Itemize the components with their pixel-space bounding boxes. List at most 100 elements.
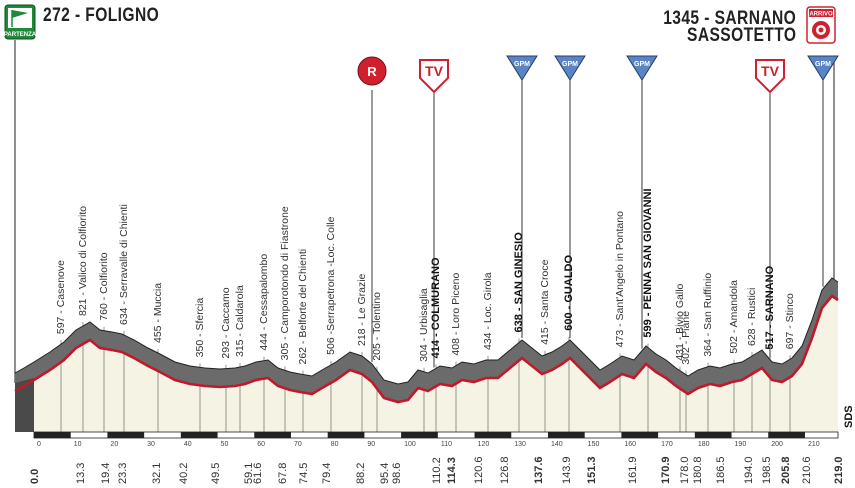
scale-segment xyxy=(547,432,585,438)
scale-segment xyxy=(254,432,291,438)
svg-text:TV: TV xyxy=(761,63,780,79)
waypoint-label: 444 - Cessapalombo xyxy=(258,254,270,351)
distance-label: 198.5 xyxy=(761,456,773,484)
distance-label: 40.2 xyxy=(178,463,190,484)
svg-text:GPM: GPM xyxy=(514,61,530,68)
waypoint-label: 502 - Amandola xyxy=(728,280,740,354)
waypoint-label: 760 - Colfiorito xyxy=(98,252,110,320)
scale-label: 190 xyxy=(735,441,747,448)
scale-label: 60 xyxy=(257,441,265,448)
waypoint-label: 697 - Stinco xyxy=(784,293,796,349)
waypoint-label: 434 - Loc. Girola xyxy=(482,272,494,350)
scale-label: 110 xyxy=(441,441,452,448)
waypoint-label: 350 - Sfercia xyxy=(194,298,206,358)
scale-label: 140 xyxy=(551,441,563,448)
distance-label: 210.6 xyxy=(801,456,813,484)
start-badge-text: PARTENZA xyxy=(4,32,37,38)
scale-label: 160 xyxy=(624,441,636,448)
scale-segment xyxy=(474,432,512,438)
svg-text:TV: TV xyxy=(425,63,444,79)
target-icon xyxy=(812,21,830,39)
distance-label: 23.3 xyxy=(117,463,129,484)
refreshment-icon: R xyxy=(357,56,387,362)
scale-segment xyxy=(180,432,218,438)
scale-label: 20 xyxy=(110,441,118,448)
gpm-icon: GPM xyxy=(554,55,586,338)
distance-label: 67.8 xyxy=(277,463,289,484)
distance-label: 88.2 xyxy=(355,463,367,484)
waypoint-label: 304 - Urbisaglia xyxy=(418,288,430,362)
distance-label: 205.8 xyxy=(780,456,792,484)
waypoint-label: 431 - Bivio Gallo xyxy=(674,283,686,360)
scale-label: 90 xyxy=(367,441,375,448)
waypoint-label: 600 - GUALDO xyxy=(563,255,575,331)
gpm-icon: GPM xyxy=(626,55,658,349)
profile-top-line xyxy=(14,277,839,385)
terrain-fill xyxy=(15,296,838,432)
waypoint-label: 473 - Sant'Angelo in Pontano xyxy=(614,211,626,347)
waypoint-label: 205 - Tolentino xyxy=(371,292,383,361)
scale-label: 70 xyxy=(294,441,302,448)
scale-label: 100 xyxy=(404,441,416,448)
waypoint-label: 305 - Camporotondo di Fiastrone xyxy=(279,206,291,360)
scale-label: 200 xyxy=(771,441,783,448)
finish-badge-text: ARRIVO xyxy=(809,12,833,18)
waypoint-label: 628 - Rustici xyxy=(746,288,758,346)
start-label: 272 - FOLIGNO xyxy=(43,5,160,26)
distance-label: 19.4 xyxy=(100,463,112,484)
distance-label: 161.9 xyxy=(627,456,639,484)
profile-line xyxy=(14,294,839,404)
scale-segment xyxy=(621,432,659,438)
scale-label: 170 xyxy=(661,441,673,448)
finish-badge: ARRIVO xyxy=(806,6,836,44)
waypoint-label: 364 - San Ruffinio xyxy=(702,273,714,357)
scale-segment xyxy=(768,432,805,438)
waypoint-label: 302 - Piane xyxy=(680,311,692,365)
distance-label: 143.9 xyxy=(561,456,573,484)
scale-label: 10 xyxy=(74,441,82,448)
distance-label: 13.3 xyxy=(75,463,87,484)
scale-label: 150 xyxy=(588,441,600,448)
distance-label: 98.6 xyxy=(391,463,403,484)
svg-text:GPM: GPM xyxy=(562,61,578,68)
tv-icon: TV xyxy=(755,59,785,358)
tv-icon: TV xyxy=(419,59,449,368)
scale-label: 120 xyxy=(478,441,490,448)
scale-label: 30 xyxy=(147,441,155,448)
brand-label: SDS xyxy=(843,405,855,428)
waypoint-label: 218 - Le Grazie xyxy=(356,273,368,346)
scale-segment xyxy=(694,432,732,438)
waypoint-label: 821 - Valico di Colfiorito xyxy=(77,206,89,316)
scale-segment xyxy=(107,432,145,438)
distance-label: 194.0 xyxy=(743,456,755,484)
scale-label: 0 xyxy=(37,441,41,448)
svg-text:GPM: GPM xyxy=(634,61,650,68)
scale-label: 180 xyxy=(698,441,710,448)
waypoint-label: 415 - Santa Croce xyxy=(539,259,551,344)
distance-label: 137.6 xyxy=(533,456,545,484)
waypoint-label: 638 - SAN GINESIO xyxy=(513,232,525,333)
distance-label: 120.6 xyxy=(473,456,485,484)
start-badge: PARTENZA xyxy=(4,4,37,40)
distance-label: 49.5 xyxy=(210,463,222,484)
terrain-shadow xyxy=(15,278,838,402)
scale-segment xyxy=(401,432,438,438)
distance-label: 0.0 xyxy=(29,469,41,484)
waypoint-label: 599 - PENNA SAN GIOVANNI xyxy=(642,188,654,337)
gpm-icon: GPM xyxy=(807,55,839,287)
waypoint-label: 455 - Muccia xyxy=(152,283,164,343)
distance-label: 178.0 xyxy=(679,456,691,484)
finish-line2: SASSOTETTO xyxy=(686,25,796,46)
distance-label: 79.4 xyxy=(321,463,333,484)
distance-label: 110.2 xyxy=(431,457,443,484)
svg-text:R: R xyxy=(367,64,377,79)
waypoint-label: 414 - COLMURANO xyxy=(430,257,442,358)
distance-label: 151.3 xyxy=(586,456,598,484)
scale-label: 50 xyxy=(221,441,229,448)
waypoint-label: 315 - Caldarola xyxy=(234,285,246,357)
distance-label: 186.5 xyxy=(715,456,727,484)
terrain-side xyxy=(15,378,34,432)
scale-segment xyxy=(327,432,365,438)
